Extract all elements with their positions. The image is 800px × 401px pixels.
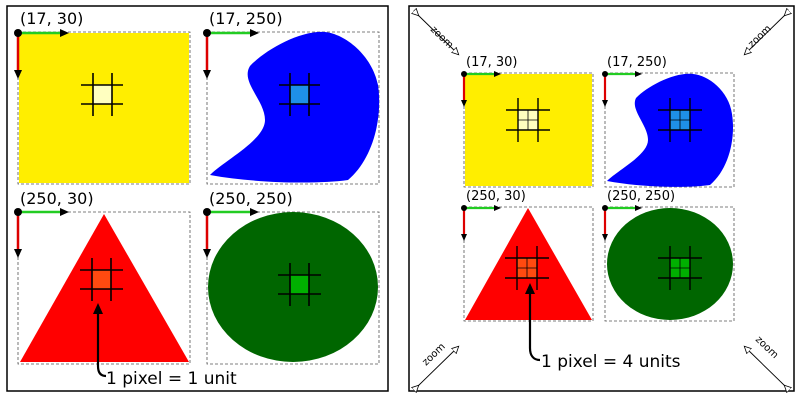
left-caption: 1 pixel = 1 unit [106, 369, 237, 389]
left-panel-frame [6, 5, 389, 392]
right-cell-ellipse-frame [604, 206, 735, 322]
zoom-arrow-top-left: zoom [418, 15, 458, 54]
pixel-grid-icon [506, 98, 550, 142]
pixel-grid-icon [80, 258, 123, 301]
coord-label: (17, 30) [466, 55, 518, 70]
right-cell-blob: (17, 250) [602, 55, 735, 188]
right-cell-triangle-frame [463, 206, 594, 322]
right-panel: (17, 30) (17, 250) [408, 5, 795, 392]
zoom-label: zoom [746, 23, 773, 50]
axis-origin [14, 208, 69, 258]
zoom-label: zoom [420, 341, 447, 368]
axis-origin [602, 205, 642, 241]
right-cell-blob-frame [604, 72, 735, 188]
caption-pointer-arrowhead [525, 283, 535, 294]
coord-label: (17, 250) [607, 55, 667, 70]
zoom-arrow-top-right: zoom [745, 15, 785, 54]
right-panel-frame [408, 5, 795, 392]
coord-label: (250, 30) [20, 189, 94, 208]
pixel-grid-icon [505, 246, 549, 290]
left-cell-ellipse: (250, 250) [203, 189, 380, 365]
caption-pointer-arrow [528, 292, 541, 362]
pixel-grid-icon [658, 246, 702, 290]
pixel-grid-icon [658, 98, 702, 142]
zoom-arrow-bottom-right: zoom [745, 334, 785, 386]
left-cell-square: (17, 30) [14, 9, 191, 185]
axis-origin [602, 71, 642, 107]
caption-pointer-arrowhead [93, 303, 103, 314]
left-cell-blob: (17, 250) [203, 9, 380, 185]
coord-label: (17, 30) [20, 9, 83, 28]
pixel-grid-icon [279, 73, 320, 116]
right-cell-ellipse: (250, 250) [602, 189, 735, 322]
coord-label: (250, 250) [209, 189, 293, 208]
blue-blob-shape [210, 31, 380, 183]
center-pixel [92, 270, 111, 289]
caption-pointer-arrow [96, 312, 107, 378]
left-cell-triangle-frame [17, 211, 191, 365]
coord-label: (17, 250) [209, 9, 283, 28]
right-cell-square: (17, 30) [461, 55, 594, 188]
right-cell-square-frame [463, 72, 594, 188]
zoom-arrow-bottom-left: zoom [418, 341, 458, 386]
center-pixel [290, 85, 309, 104]
axis-origin [203, 208, 259, 258]
right-cell-triangle: (250, 30) [461, 189, 594, 322]
center-pixel [290, 275, 309, 294]
axis-origin [14, 29, 69, 79]
left-cell-square-frame [17, 31, 191, 185]
pixel-grid-icon [81, 73, 123, 116]
coord-label: (250, 250) [607, 189, 675, 204]
coord-label: (250, 30) [466, 189, 526, 204]
left-cell-triangle: (250, 30) [14, 189, 191, 365]
axis-origin [461, 205, 501, 241]
axis-origin [461, 71, 501, 107]
yellow-square-shape [19, 33, 189, 183]
right-caption: 1 pixel = 4 units [541, 352, 681, 372]
center-pixel [93, 85, 112, 104]
axis-origin [203, 29, 259, 79]
zoom-label: zoom [753, 334, 780, 361]
pixel-grid-icon [278, 263, 321, 306]
left-panel: (17, 30) (17, 250) [6, 5, 389, 392]
zoom-label: zoom [428, 24, 455, 51]
